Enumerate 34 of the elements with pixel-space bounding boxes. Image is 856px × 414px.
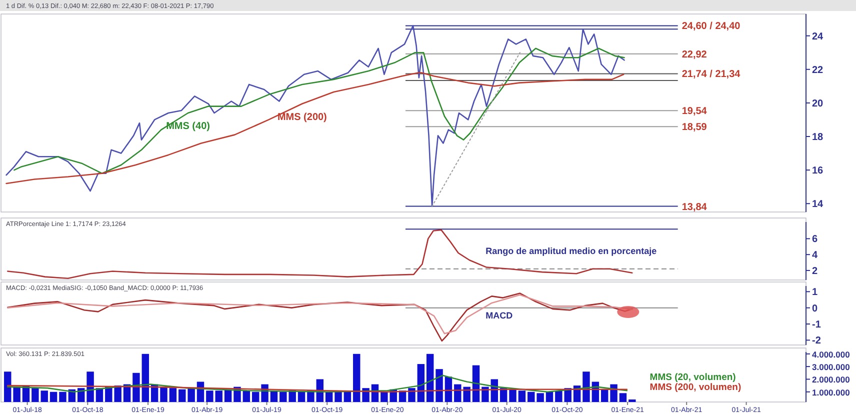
annotation: MACD	[486, 310, 514, 320]
y-tick-label: 4	[812, 250, 818, 262]
y-tick-label: 14	[812, 199, 824, 210]
y-tick-label: 20	[812, 98, 824, 110]
y-tick-label: 2.000.000	[812, 374, 850, 385]
ref-line-label: 19,54	[682, 106, 708, 118]
y-tick-label: 16	[812, 166, 824, 177]
ref-line-label: 13,84	[682, 202, 708, 213]
y-tick-label: 2	[812, 266, 818, 277]
series-label: MMS (40)	[166, 121, 210, 132]
line-series	[14, 48, 625, 174]
text: MMS (20, volumen)	[650, 372, 736, 383]
y-tick-label: -2	[812, 336, 822, 347]
y-tick-label: 4.000.000	[812, 349, 850, 360]
line-series	[6, 25, 625, 207]
ref-line-label: 18,59	[682, 122, 708, 134]
text: MMS (200, volumen)	[650, 382, 742, 393]
line-series	[6, 72, 624, 184]
series-label: MMS (200)	[277, 112, 327, 123]
y-tick-label: 6	[812, 234, 818, 246]
ref-line-label: 22,92	[682, 49, 708, 60]
line-series	[6, 374, 628, 393]
line-series	[6, 384, 628, 393]
ref-line-label: 24,60 / 24,40	[682, 21, 741, 32]
y-tick-label: 18	[812, 132, 824, 143]
y-tick-label: 0	[812, 303, 818, 314]
y-tick-label: 24	[812, 31, 824, 42]
annotation: Rango de amplitud medio en porcentaje	[486, 246, 657, 256]
y-tick-label: -1	[812, 319, 822, 330]
y-tick-label: 3.000.000	[812, 362, 850, 372]
ref-line-label: 21,74 / 21,34	[682, 69, 741, 80]
y-tick-label: 22	[812, 64, 824, 76]
y-tick-label: 1.000.000	[812, 387, 850, 398]
y-tick-label: 1	[812, 287, 818, 298]
